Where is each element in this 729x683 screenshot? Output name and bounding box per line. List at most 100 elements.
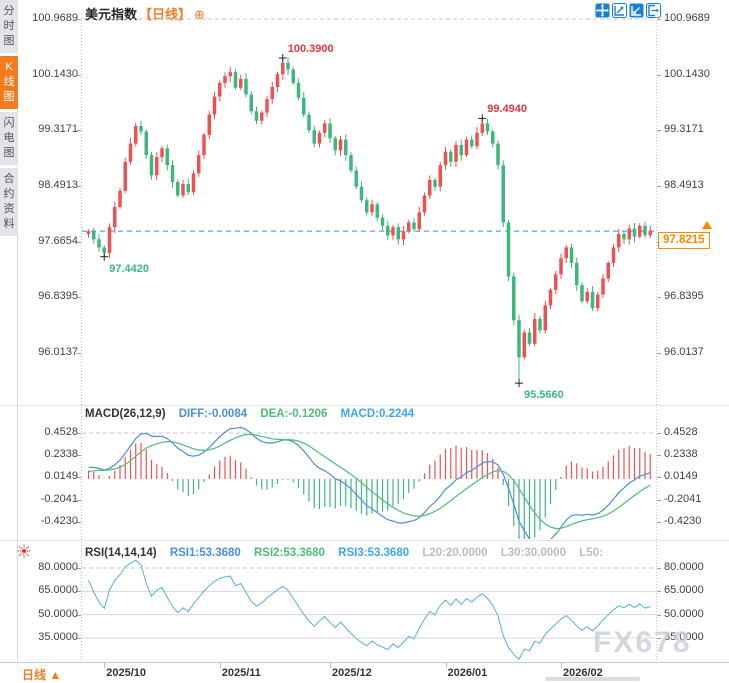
axis-label: -0.2041 [40, 492, 78, 505]
axis-tick [657, 614, 661, 616]
chart-title: 美元指数 【日线】 ⊕ [85, 4, 205, 23]
axis-label: 0.0149 [44, 470, 78, 483]
sidebar-item-lightning[interactable]: 闪电图 [0, 112, 18, 165]
rsi1-value: RSI1:53.3680 [169, 547, 241, 559]
axis-tick [657, 185, 661, 187]
macd-diff-value: DIFF:-0.0084 [178, 408, 248, 420]
axis-tick [77, 499, 81, 501]
scrollbar-thumb[interactable] [545, 677, 640, 681]
date-label: 2025/10 [106, 667, 147, 679]
date-tick [104, 663, 106, 668]
axis-tick [77, 185, 81, 187]
watermark: FX678 [593, 626, 692, 659]
axis-label: 97.6654 [38, 234, 78, 247]
symbol-name: 美元指数 [85, 7, 138, 22]
axis-label: 0.0149 [664, 470, 698, 483]
sidebar-item-timeshare[interactable]: 分时图 [0, 0, 18, 53]
rsi-l30-value: L30:30.0000 [500, 547, 566, 559]
axis-label: 0.4528 [664, 426, 698, 438]
axis-label: 50.0000 [664, 607, 704, 620]
bottom-axis-bar: 日线 ▲ 2025/10 2025/11 2025/12 2026/01 2026/02 [0, 663, 729, 683]
axis-label: 65.0000 [664, 584, 704, 597]
indicator-settings-icon[interactable] [17, 544, 31, 558]
panel-separator [0, 540, 729, 541]
axis-tick [77, 477, 81, 479]
date-label: 2025/12 [332, 667, 372, 679]
axis-label: 96.0137 [664, 345, 704, 358]
axis-tick [657, 638, 661, 639]
date-label: 2026/01 [447, 667, 488, 679]
rsi2-value: RSI2:53.3680 [253, 547, 325, 559]
sidebar-item-kline[interactable]: K线图 [0, 56, 18, 109]
axis-tick [77, 297, 81, 299]
axis-tick [77, 74, 81, 76]
axis-label: 35.0000 [664, 631, 704, 643]
sidebar-item-contract-info[interactable]: 合约资料 [0, 168, 18, 236]
rsi-l50-value: L50: [579, 547, 603, 559]
axis-label: 96.8395 [38, 290, 78, 303]
axis-label: -0.4230 [40, 514, 78, 527]
pan-crosshair-icon[interactable] [595, 3, 610, 18]
date-tick [219, 663, 221, 668]
date-label: 2025/11 [221, 667, 261, 679]
axis-label: 100.9689 [32, 12, 78, 24]
date-tick [561, 663, 562, 668]
period-label: 日线 [22, 668, 47, 682]
axis-label: 98.4913 [664, 178, 704, 191]
axis-tick [657, 433, 661, 434]
period-tag: 【日线】 [139, 7, 192, 22]
axis-tick [77, 455, 81, 457]
low-annotation: 97.4420 [109, 262, 150, 275]
high-annotation: 100.3900 [287, 43, 334, 56]
high-annotation: 99.4940 [487, 103, 528, 116]
chevron-up-icon: ▲ [49, 668, 62, 682]
axis-label: 96.0137 [38, 345, 78, 358]
axis-tick [657, 19, 661, 20]
axis-label: 99.3171 [38, 123, 78, 136]
axis-tick [657, 477, 661, 479]
axis-tick [657, 74, 661, 76]
macd-title: MACD(26,12,9) [85, 408, 166, 420]
current-price-tag[interactable]: 97.8215 [658, 232, 710, 250]
rsi3-value: RSI3:53.3680 [338, 547, 410, 559]
axis-label: 0.2338 [44, 448, 78, 461]
axis-label: 65.0000 [38, 584, 78, 597]
low-annotation: 95.5660 [524, 389, 564, 402]
axis-label: 35.0000 [38, 631, 78, 643]
sidebar: 分时图 K线图 闪电图 合约资料 [0, 0, 18, 662]
axis-tick [657, 352, 661, 354]
scale-compress-icon[interactable] [629, 3, 644, 18]
axis-tick [657, 521, 661, 523]
axis-label: 0.2338 [664, 448, 698, 461]
add-indicator-icon[interactable]: ⊕ [194, 7, 205, 22]
axis-label: 50.0000 [38, 607, 78, 620]
period-selector-button[interactable]: 日线 ▲ [22, 666, 61, 683]
scale-expand-icon[interactable] [612, 3, 627, 18]
axis-tick [657, 568, 661, 569]
axis-tick [657, 455, 661, 457]
axis-label: 80.0000 [38, 561, 78, 573]
rsi-header: RSI(14,14,14) RSI1:53.3680 RSI2:53.3680 … [85, 547, 613, 559]
axis-label: 100.9689 [664, 12, 710, 24]
rsi-title: RSI(14,14,14) [85, 547, 157, 559]
axis-label: 100.1430 [664, 67, 710, 80]
axis-tick [77, 614, 81, 616]
axis-tick [657, 297, 661, 299]
axis-label: 99.3171 [664, 123, 704, 136]
date-tick [445, 663, 447, 668]
axis-tick [77, 19, 81, 20]
chart-toolbar [595, 3, 661, 18]
macd-plot-area[interactable] [82, 424, 656, 539]
axis-tick [77, 241, 81, 243]
axis-tick [77, 568, 81, 569]
axis-tick [657, 499, 661, 501]
macd-macd-value: MACD:0.2244 [340, 408, 415, 420]
rsi-plot-area[interactable] [82, 557, 656, 661]
main-plot-area[interactable] [82, 17, 656, 403]
jump-to-latest-icon[interactable] [646, 3, 661, 18]
axis-tick [77, 591, 81, 593]
macd-dea-value: DEA:-0.1206 [260, 408, 328, 420]
axis-tick [77, 433, 81, 434]
axis-tick [657, 591, 661, 593]
